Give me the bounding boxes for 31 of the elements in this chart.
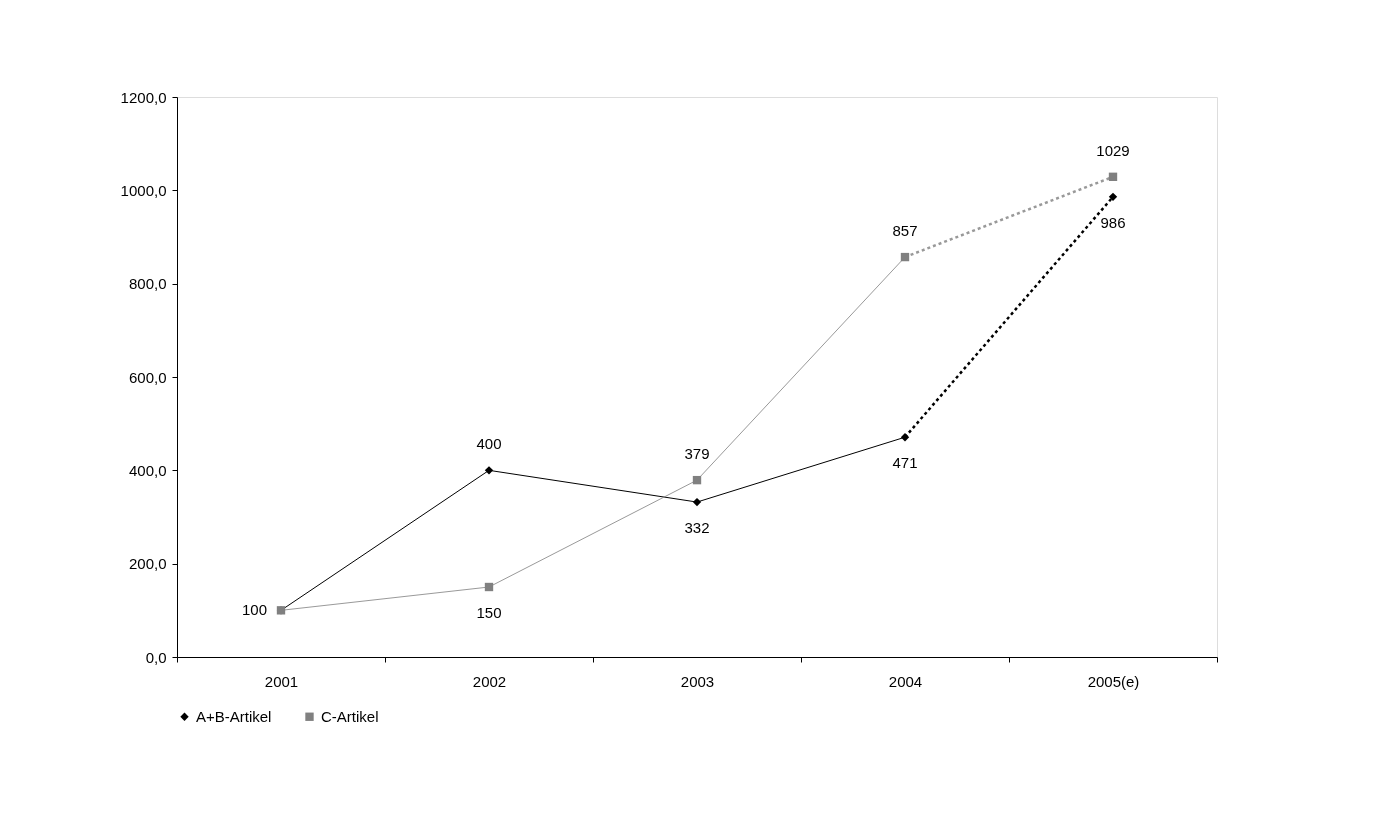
legend-label: A+B-Artikel — [196, 707, 272, 725]
point — [692, 497, 702, 507]
point — [484, 466, 494, 475]
data-label: 986 — [1100, 213, 1126, 231]
y-tick-label: 200,0 — [128, 555, 167, 573]
point — [1108, 192, 1118, 202]
data-label: 400 — [476, 435, 502, 453]
legend-label: C-Artikel — [321, 707, 379, 725]
data-label: 379 — [684, 445, 710, 463]
y-tick-label: 1200,0 — [120, 88, 167, 106]
x-tick-label: 2005(e) — [1087, 672, 1140, 690]
y-tick-label: 800,0 — [128, 275, 167, 293]
x-tick-label: 2002 — [472, 672, 507, 690]
y-tick-label: 400,0 — [128, 461, 167, 479]
point — [900, 252, 910, 262]
x-tick-label: 2001 — [264, 672, 299, 690]
point — [484, 582, 494, 592]
y-tick-label: 1000,0 — [120, 181, 167, 199]
x-tick-label: 2004 — [888, 672, 923, 690]
data-label: 150 — [476, 604, 502, 621]
point — [692, 475, 702, 485]
y-tick-label: 0,0 — [145, 648, 167, 666]
x-tick-label: 2003 — [680, 672, 715, 690]
y-tick-label: 600,0 — [128, 368, 167, 386]
data-label: 471 — [892, 454, 918, 472]
point — [900, 433, 910, 442]
point — [1108, 172, 1118, 181]
data-label: 100 — [241, 601, 267, 619]
data-label: 857 — [892, 222, 918, 240]
data-label: 1029 — [1096, 141, 1130, 159]
data-label: 332 — [684, 519, 710, 537]
